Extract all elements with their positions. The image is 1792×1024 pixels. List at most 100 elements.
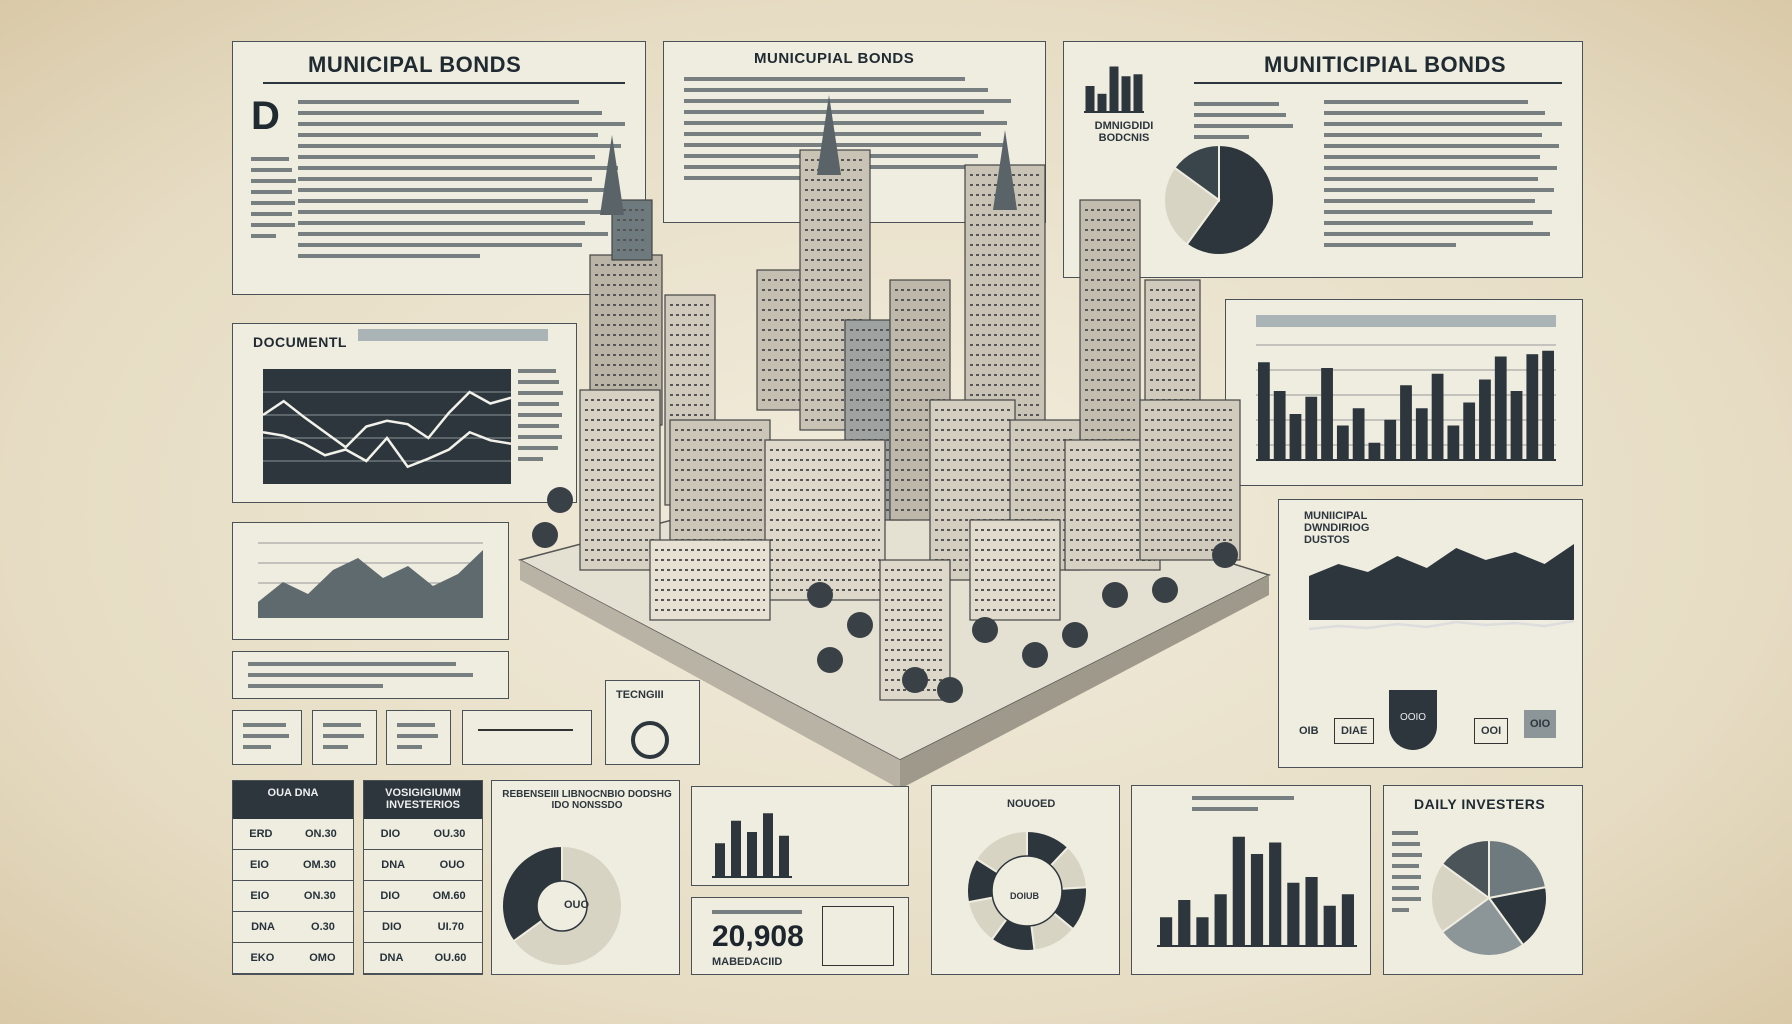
text-line [248, 684, 383, 688]
pie-slice [1173, 143, 1220, 202]
building [1064, 439, 1161, 571]
text-line [298, 188, 615, 192]
mini-document-icon [822, 906, 894, 966]
bar [1214, 894, 1227, 946]
text-line [1192, 796, 1294, 800]
summary-text [1194, 102, 1294, 146]
strip-text [248, 662, 493, 695]
tree [902, 667, 928, 693]
tree [1152, 577, 1178, 603]
pie-slice [1430, 862, 1491, 934]
text-line [298, 221, 586, 225]
building [1144, 279, 1201, 481]
pie-chart [1430, 838, 1548, 957]
series-line [262, 430, 512, 469]
bar [1336, 425, 1349, 460]
tree [1062, 622, 1088, 648]
table-row: DIO UI.70 [364, 912, 482, 943]
bar [1479, 379, 1491, 460]
mini-bar-panel [691, 786, 909, 886]
bar-chart-mini [1084, 66, 1144, 113]
text-line [1392, 886, 1419, 890]
text-line [298, 144, 622, 148]
text-line [298, 166, 619, 170]
table-cell: OM.60 [432, 890, 466, 902]
bar [1121, 76, 1131, 112]
text-line [518, 435, 562, 439]
text-line [323, 745, 348, 749]
text-line [298, 133, 599, 137]
bar [747, 832, 757, 877]
panel-title: DOCUMENTL [253, 334, 347, 350]
text-line [298, 254, 480, 258]
text-line [298, 111, 602, 115]
text-line [1324, 221, 1533, 225]
text-line [243, 734, 289, 738]
tree [1022, 642, 1048, 668]
table-cell: ON.30 [303, 890, 336, 902]
bar-chart [1157, 836, 1357, 947]
building [664, 294, 716, 506]
side-label: DMNIGDIDI BODCNIS [1094, 120, 1154, 144]
bar [1384, 419, 1397, 460]
bar-chart-mini [712, 813, 792, 878]
table-cell: EKO [250, 952, 275, 964]
text-line [251, 168, 293, 172]
document-top-center: MUNICUPIAL BONDS [663, 41, 1046, 223]
bar [715, 843, 725, 877]
pie-slice [1185, 143, 1275, 256]
text-line [1324, 188, 1555, 192]
text-line [1392, 864, 1420, 868]
text-line [1392, 842, 1420, 846]
stat-caption: MABEDACIID [712, 956, 783, 968]
text-line [1194, 124, 1293, 128]
text-line [251, 201, 296, 205]
legend-text [1392, 831, 1422, 919]
area-chart-panel [232, 522, 509, 640]
header-bar [358, 329, 548, 341]
text-line [251, 179, 296, 183]
text-line [298, 210, 612, 214]
text-line [1194, 102, 1279, 106]
bar [1289, 414, 1302, 460]
text-line [684, 121, 1008, 125]
shield-icon: OOIO [1389, 690, 1437, 750]
signature-line [478, 729, 573, 731]
text-line [518, 413, 563, 417]
bar [1447, 425, 1460, 460]
legend-text [518, 369, 563, 468]
bar [1178, 900, 1191, 946]
text-line [684, 154, 978, 158]
bar [1196, 917, 1209, 946]
mini-card [312, 710, 377, 765]
text-line [518, 457, 543, 461]
building [889, 279, 951, 521]
table-cell: EIO [250, 859, 269, 871]
document-top-right: MUNITICIPIAL BONDS DMNIGDIDI BODCNIS [1063, 41, 1583, 278]
table-cell: DNA [251, 921, 275, 933]
table-row: DNA OU.60 [364, 943, 482, 974]
text-line [1324, 232, 1550, 236]
bar-chart-panel [1225, 299, 1583, 486]
text-line [1324, 122, 1562, 126]
text-line [518, 369, 557, 373]
bar [1269, 842, 1282, 946]
text-line [684, 176, 866, 180]
stat-value: 20,908 [712, 920, 804, 953]
text-line [298, 199, 589, 203]
bottom-bar-panel [1131, 785, 1371, 975]
table-cell: ON.30 [304, 828, 337, 840]
table-cell: UI.70 [437, 921, 464, 933]
text-line [1324, 100, 1528, 104]
panel-title: NOUOED [1007, 798, 1056, 810]
bar [1232, 836, 1245, 946]
table-row: DNA OUO [364, 850, 482, 881]
panel-title: MUNITICIPIAL BONDS [1264, 52, 1507, 77]
table-row: DIO OM.60 [364, 881, 482, 912]
tech-card: TECNGIII [605, 680, 700, 765]
pie-slice [1440, 896, 1525, 957]
text-line [251, 223, 295, 227]
panel-title: MUNIICIPAL DWNDIRIOG DUSTOS [1304, 510, 1370, 546]
text-line [323, 734, 365, 738]
bar [1341, 894, 1354, 946]
